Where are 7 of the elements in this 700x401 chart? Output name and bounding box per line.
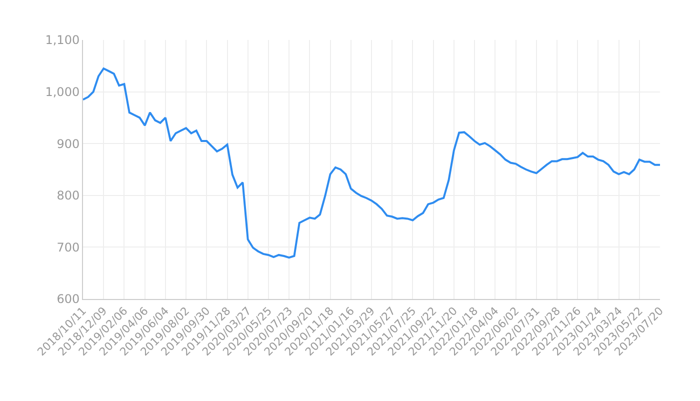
y-tick-label: 600 xyxy=(56,292,80,306)
y-tick-label: 1,000 xyxy=(45,85,80,99)
y-tick-label: 1,100 xyxy=(45,33,80,48)
y-tick-label: 900 xyxy=(56,136,80,151)
y-tick-label: 700 xyxy=(56,240,80,254)
y-tick-label: 800 xyxy=(56,188,80,203)
line-series xyxy=(83,67,660,259)
